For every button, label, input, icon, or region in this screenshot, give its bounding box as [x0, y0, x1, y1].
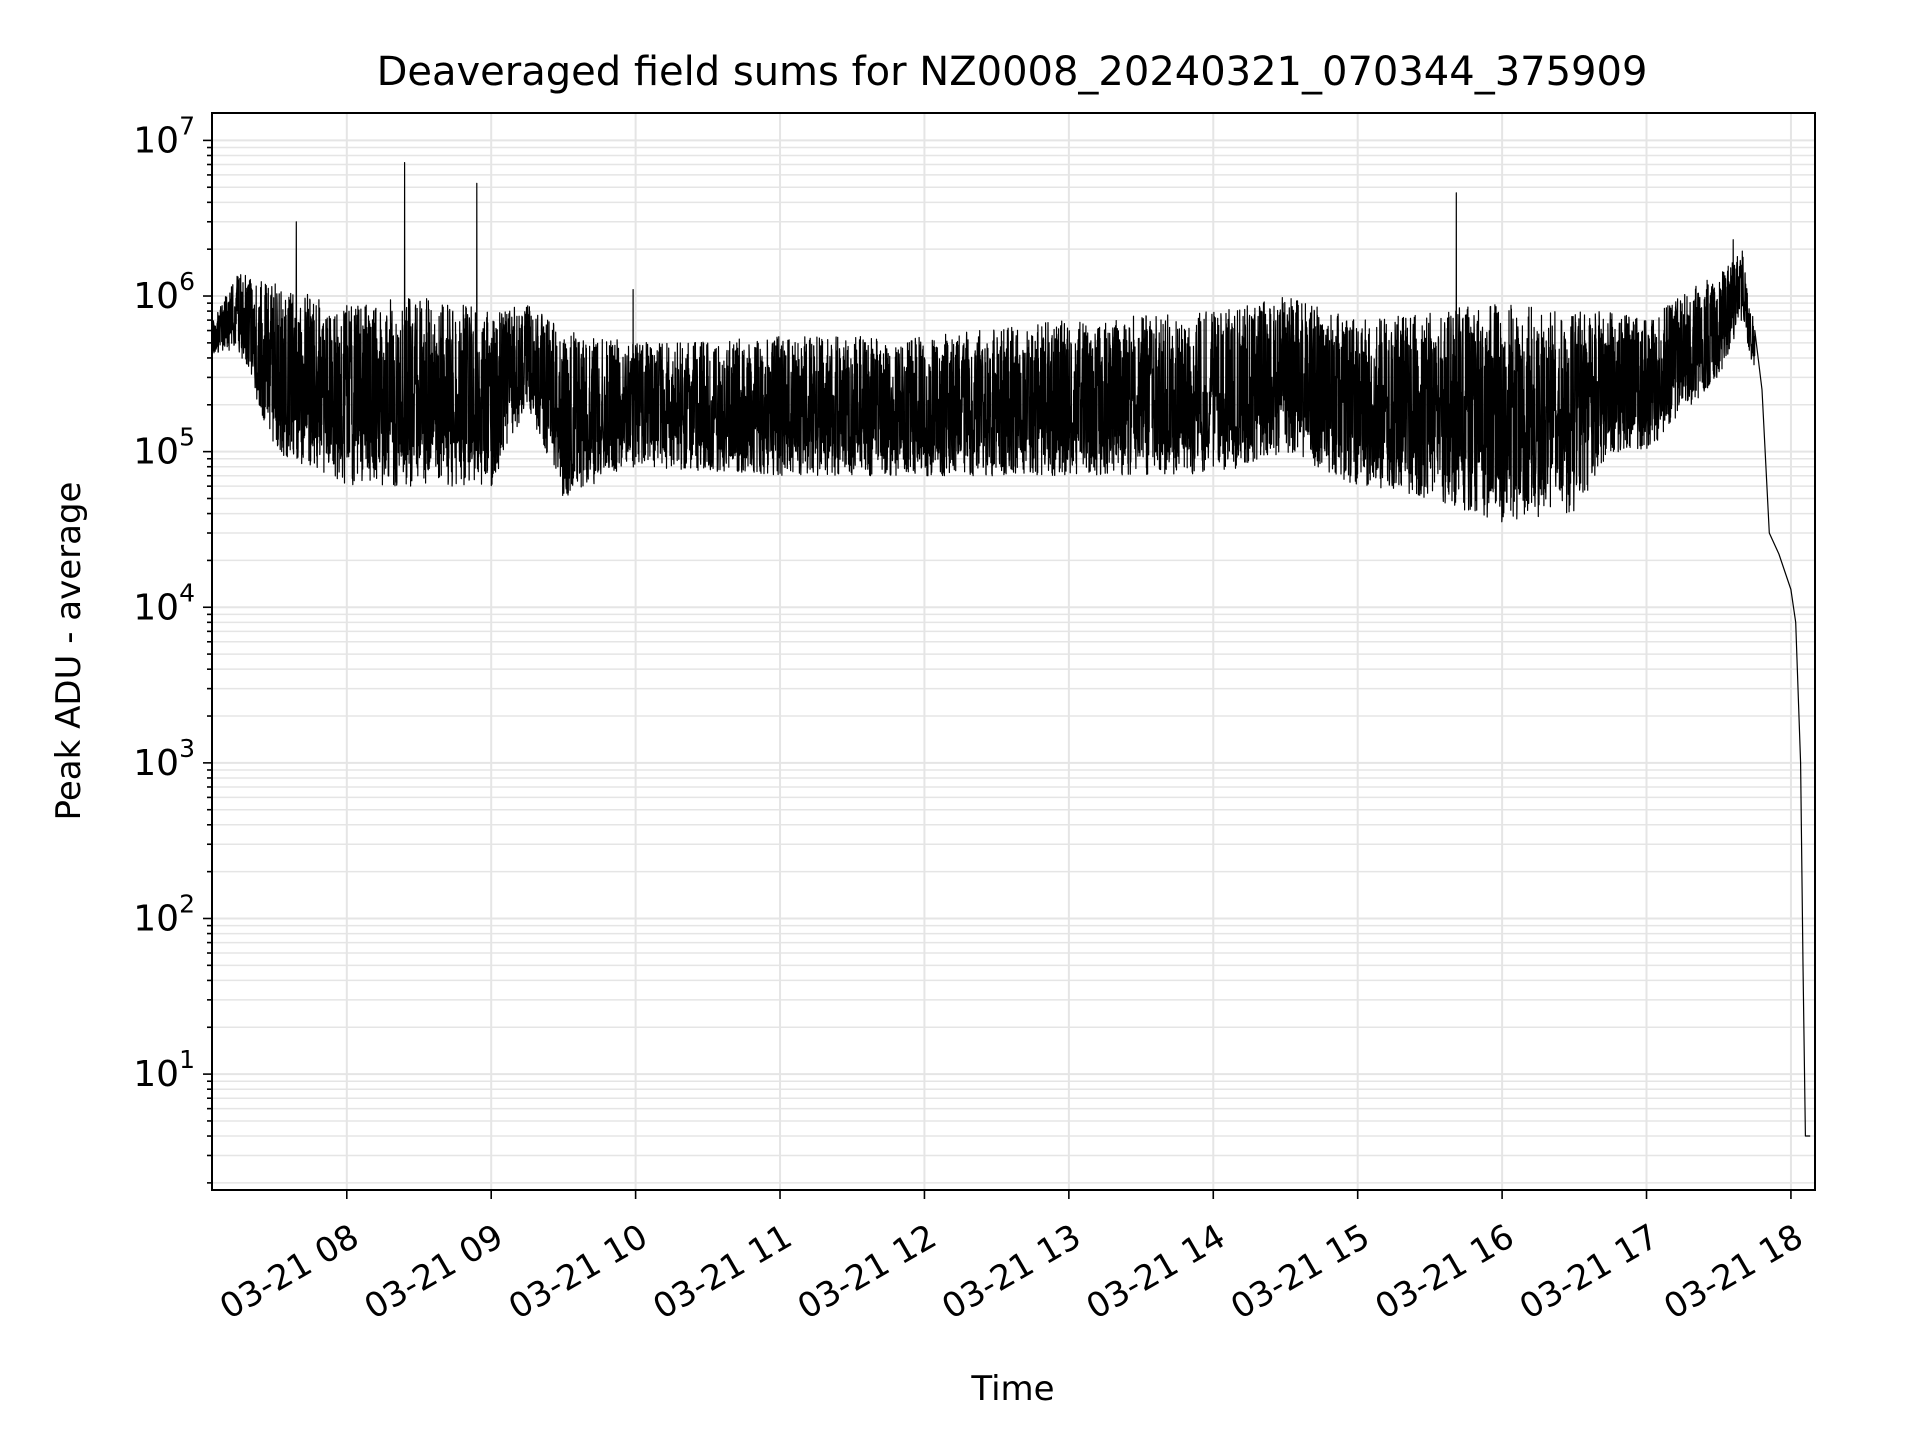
- y-tick-label-exponent: 1: [179, 1045, 195, 1074]
- grid-lines: [212, 113, 1815, 1190]
- x-axis-label: Time: [970, 1369, 1054, 1409]
- y-tick-label-base: 10: [133, 432, 179, 473]
- y-tick-label-base: 10: [133, 276, 179, 317]
- y-tick-label-exponent: 5: [179, 423, 195, 452]
- chart-title: Deaveraged field sums for NZ0008_2024032…: [377, 49, 1648, 95]
- y-tick-label-exponent: 6: [179, 267, 195, 296]
- y-tick-label-exponent: 4: [179, 578, 195, 607]
- y-tick-label: 104: [133, 578, 195, 628]
- y-tick-label-base: 10: [133, 1054, 179, 1095]
- y-tick-label-base: 10: [133, 898, 179, 939]
- plot-frame: [211, 112, 1816, 1191]
- y-tick-label-exponent: 7: [179, 111, 195, 140]
- data-series: [211, 162, 1811, 1137]
- y-tick-label-exponent: 3: [179, 734, 195, 763]
- y-tick-label: 102: [133, 889, 195, 939]
- y-tick-label: 107: [133, 111, 195, 161]
- y-tick-label: 106: [133, 267, 195, 317]
- y-tick-label: 101: [133, 1045, 195, 1095]
- y-tick-label-base: 10: [133, 120, 179, 161]
- series-line: [211, 162, 1811, 1137]
- y-tick-label: 103: [133, 734, 195, 784]
- y-axis-label: Peak ADU - average: [49, 482, 89, 821]
- y-tick-label-exponent: 2: [179, 889, 195, 918]
- y-tick-label: 105: [133, 423, 195, 473]
- y-tick-label-base: 10: [133, 587, 179, 628]
- y-tick-label-base: 10: [133, 743, 179, 784]
